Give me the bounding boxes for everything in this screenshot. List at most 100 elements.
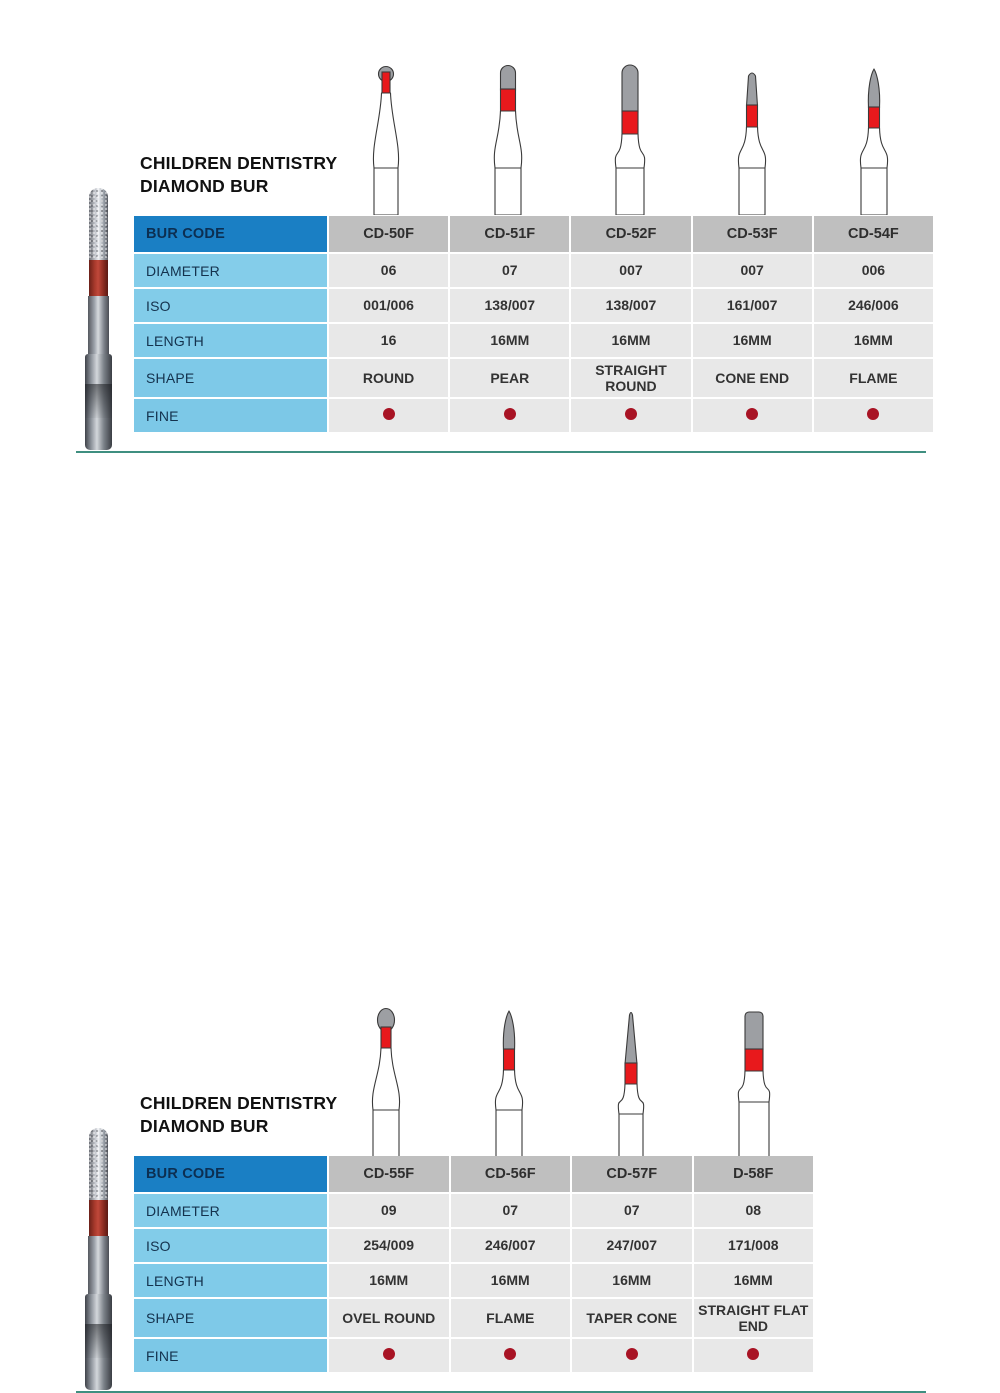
cell-iso: 138/007 (571, 289, 691, 322)
cell-iso: 161/007 (692, 289, 812, 322)
cell-bur-code: CD-54F (813, 216, 933, 252)
cell-iso: 001/006 (329, 289, 449, 322)
row-label-diameter: DIAMETER (134, 254, 327, 287)
cell-shape: ROUND (329, 359, 449, 397)
row-label-iso: ISO (134, 1229, 327, 1262)
bur-photo-shank (85, 1294, 112, 1390)
row-label-shape: SHAPE (134, 1299, 327, 1337)
cell-fine (692, 399, 812, 432)
cell-bur-code: CD-56F (450, 1156, 570, 1192)
row-label-length: LENGTH (134, 1264, 327, 1297)
bur-illustration-cell (325, 60, 447, 215)
bur-taper-cone-icon (618, 1011, 645, 1157)
bur-photo-head (89, 188, 108, 262)
cell-diameter: 007 (571, 254, 691, 287)
cell-shape: TAPER CONE (572, 1299, 692, 1337)
cell-length: 16MM (571, 324, 691, 357)
table-row-shape: SHAPE ROUND PEAR STRAIGHT ROUND CONE END FLA… (134, 359, 933, 397)
bur-flame-icon (494, 1010, 523, 1157)
bur-illustration-cell (448, 1002, 571, 1157)
row-label-iso: ISO (134, 289, 327, 322)
cell-length: 16MM (450, 1264, 570, 1297)
diamond-bur-photo (76, 1128, 122, 1390)
section-divider (76, 451, 926, 453)
table-row-iso: ISO 254/009 246/007 247/007 171/008 (134, 1229, 813, 1262)
cell-shape: FLAME (450, 1299, 570, 1337)
cell-iso: 247/007 (572, 1229, 692, 1262)
cell-length: 16MM (329, 1264, 449, 1297)
cell-fine (329, 1339, 449, 1372)
cell-iso: 171/008 (693, 1229, 813, 1262)
bur-flame-icon (859, 68, 889, 215)
cell-bur-code: CD-52F (571, 216, 691, 252)
cell-length: 16MM (813, 324, 933, 357)
grit-dot-icon (624, 408, 637, 421)
bur-illustration-cell (569, 60, 691, 215)
cell-bur-code: CD-50F (329, 216, 449, 252)
bur-illustration-cell (570, 1002, 693, 1157)
bur-illustration-cell (693, 1002, 816, 1157)
cell-length: 16MM (692, 324, 812, 357)
cell-shape: PEAR (450, 359, 570, 397)
bur-photo-red-band (89, 1200, 108, 1238)
table-row-fine: FINE (134, 1339, 813, 1372)
bur-straight-round-icon (614, 64, 646, 215)
bur-cone-end-icon (737, 72, 767, 215)
diamond-bur-photo (76, 188, 122, 450)
row-label-shape: SHAPE (134, 359, 327, 397)
cell-shape: STRAIGHT FLAT END (693, 1299, 813, 1337)
section-divider (76, 1391, 926, 1393)
cell-length: 16MM (450, 324, 570, 357)
bur-illustration-cell (813, 60, 935, 215)
page-title: CHILDREN DENTISTRY DIAMOND BUR (140, 153, 338, 197)
product-panel-1: CHILDREN DENTISTRY DIAMOND BUR (0, 0, 1000, 500)
bur-illustration-cell (325, 1002, 448, 1157)
cell-shape: CONE END (692, 359, 812, 397)
bur-illustration-cell (447, 60, 569, 215)
grit-dot-icon (625, 1348, 638, 1361)
cell-iso: 246/007 (450, 1229, 570, 1262)
bur-photo-neck (88, 1236, 109, 1298)
spec-table: BUR CODE CD-50F CD-51F CD-52F CD-53F CD-54F … (132, 214, 935, 434)
table-row-iso: ISO 001/006 138/007 138/007 161/007 246/006 (134, 289, 933, 322)
table-row-length: LENGTH 16 16MM 16MM 16MM 16MM (134, 324, 933, 357)
row-label-bur-code: BUR CODE (134, 216, 327, 252)
bur-photo-neck (88, 296, 109, 358)
cell-length: 16MM (572, 1264, 692, 1297)
table-row-length: LENGTH 16MM 16MM 16MM 16MM (134, 1264, 813, 1297)
table-row-bur-code: BUR CODE CD-55F CD-56F CD-57F D-58F (134, 1156, 813, 1192)
cell-diameter: 09 (329, 1194, 449, 1227)
table-row-bur-code: BUR CODE CD-50F CD-51F CD-52F CD-53F CD-54F (134, 216, 933, 252)
bur-pear-icon (493, 65, 523, 215)
cell-shape: FLAME (813, 359, 933, 397)
table-row-fine: FINE (134, 399, 933, 432)
table-row-shape: SHAPE OVEL ROUND FLAME TAPER CONE STRAIGHT … (134, 1299, 813, 1337)
cell-diameter: 07 (572, 1194, 692, 1227)
bur-illustration-row (325, 1002, 815, 1157)
table-row-diameter: DIAMETER 09 07 07 08 (134, 1194, 813, 1227)
cell-fine (572, 1339, 692, 1372)
bur-illustration-cell (691, 60, 813, 215)
cell-shape: OVEL ROUND (329, 1299, 449, 1337)
cell-iso: 254/009 (329, 1229, 449, 1262)
cell-diameter: 08 (693, 1194, 813, 1227)
cell-iso: 138/007 (450, 289, 570, 322)
bur-straight-flat-end-icon (737, 1011, 770, 1157)
cell-length: 16MM (693, 1264, 813, 1297)
bur-illustration-row (325, 60, 935, 215)
grit-dot-icon (746, 408, 759, 421)
cell-diameter: 006 (813, 254, 933, 287)
cell-fine (329, 399, 449, 432)
bur-photo-shank (85, 354, 112, 450)
cell-bur-code: D-58F (693, 1156, 813, 1192)
spec-table: BUR CODE CD-55F CD-56F CD-57F D-58F DIAMETE… (132, 1154, 815, 1374)
bur-photo-head (89, 1128, 108, 1202)
cell-diameter: 07 (450, 254, 570, 287)
cell-fine (693, 1339, 813, 1372)
cell-bur-code: CD-53F (692, 216, 812, 252)
cell-fine (571, 399, 691, 432)
cell-bur-code: CD-57F (572, 1156, 692, 1192)
bur-photo-red-band (89, 260, 108, 298)
grit-dot-icon (504, 1348, 517, 1361)
cell-fine (450, 1339, 570, 1372)
